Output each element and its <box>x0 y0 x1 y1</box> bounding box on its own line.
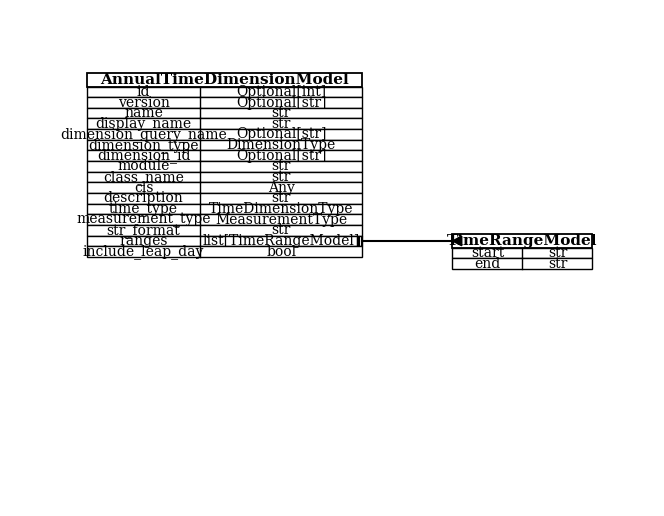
Text: str: str <box>548 256 567 271</box>
Text: bool: bool <box>266 245 296 259</box>
Text: MeasurementType: MeasurementType <box>215 213 347 227</box>
Bar <box>87 236 363 246</box>
Bar <box>87 97 363 108</box>
Bar <box>87 119 363 129</box>
Text: include_leap_day: include_leap_day <box>83 244 205 259</box>
Text: end: end <box>474 256 501 271</box>
Text: dimension_id: dimension_id <box>97 148 191 163</box>
Bar <box>87 108 363 119</box>
Text: str: str <box>272 191 291 205</box>
Text: class_name: class_name <box>103 170 184 185</box>
Bar <box>87 140 363 151</box>
Bar <box>87 214 363 225</box>
Text: str: str <box>548 246 567 260</box>
Text: str: str <box>272 106 291 120</box>
Text: name: name <box>124 106 163 120</box>
Text: dimension_query_name: dimension_query_name <box>60 127 227 142</box>
Text: TimeDimensionType: TimeDimensionType <box>209 202 353 216</box>
Bar <box>87 246 363 257</box>
Bar <box>452 234 592 248</box>
Text: id: id <box>137 85 150 99</box>
Bar <box>87 225 363 236</box>
Text: str: str <box>272 159 291 173</box>
Bar <box>87 182 363 193</box>
Text: AnnualTimeDimensionModel: AnnualTimeDimensionModel <box>100 73 349 87</box>
Bar <box>87 73 363 87</box>
Bar <box>87 151 363 161</box>
Text: str: str <box>272 223 291 237</box>
Text: Optional[int]: Optional[int] <box>236 85 326 99</box>
Text: module: module <box>118 159 170 173</box>
Text: measurement_type: measurement_type <box>76 213 210 227</box>
Bar <box>87 161 363 172</box>
Bar <box>87 193 363 204</box>
Text: str: str <box>272 117 291 131</box>
Text: Optional[str]: Optional[str] <box>236 149 327 163</box>
Text: Any: Any <box>268 181 295 195</box>
Text: str: str <box>272 170 291 184</box>
Text: description: description <box>104 191 183 205</box>
Bar <box>87 129 363 140</box>
Text: DimensionType: DimensionType <box>226 138 336 152</box>
Text: display_name: display_name <box>96 117 192 131</box>
Bar <box>87 172 363 182</box>
Text: ranges: ranges <box>120 234 168 248</box>
Text: Optional[str]: Optional[str] <box>236 127 327 141</box>
Text: dimension_type: dimension_type <box>88 138 199 153</box>
Text: cls: cls <box>134 181 153 195</box>
Polygon shape <box>452 236 461 246</box>
Text: start: start <box>471 246 504 260</box>
Bar <box>87 204 363 214</box>
Bar <box>87 87 363 97</box>
Text: str_format: str_format <box>107 223 181 238</box>
Text: Optional[str]: Optional[str] <box>236 95 327 109</box>
Bar <box>452 259 592 269</box>
Text: version: version <box>118 95 169 109</box>
Text: TimeRangeModel: TimeRangeModel <box>448 234 598 248</box>
Text: list[TimeRangeModel]: list[TimeRangeModel] <box>203 234 360 248</box>
Bar <box>452 248 592 259</box>
Text: time_type: time_type <box>109 202 178 216</box>
